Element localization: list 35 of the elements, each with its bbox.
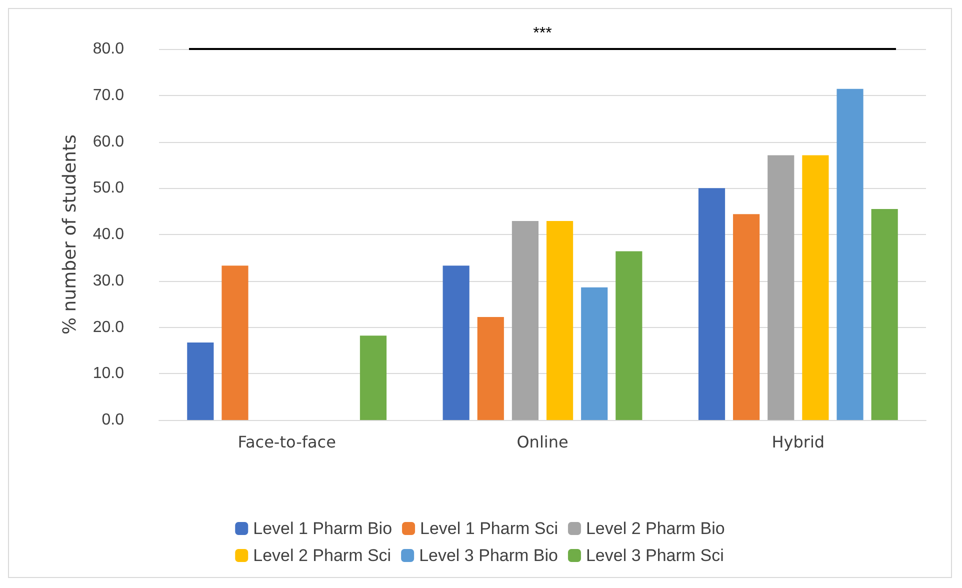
x-tick-label: Hybrid: [772, 432, 825, 452]
y-tick-label: 10.0: [92, 365, 124, 382]
bar: [768, 155, 794, 420]
x-tick-label: Face-to-face: [238, 432, 336, 452]
y-axis-title: % number of students: [60, 134, 80, 335]
bar: [733, 214, 760, 420]
y-tick-label: 0.0: [102, 412, 124, 428]
bar: [222, 266, 248, 420]
bar: [360, 336, 387, 420]
bar: [442, 266, 470, 420]
y-tick-label: 30.0: [92, 272, 124, 290]
y-tick-label: 60.0: [92, 133, 124, 150]
bar: [698, 188, 726, 420]
y-tick-label: 70.0: [92, 86, 124, 104]
legend-label: Level 1 Pharm Sci: [420, 519, 558, 538]
bar: [512, 221, 539, 420]
bar: [802, 155, 829, 420]
legend-label: Level 3 Pharm Bio: [419, 546, 558, 565]
x-tick-label: Online: [516, 432, 568, 452]
text: ***: [532, 25, 553, 43]
bar: [546, 221, 574, 420]
legend-label: Level 2 Pharm Bio: [586, 519, 725, 538]
y-tick-label: 20.0: [92, 318, 124, 336]
bar: [836, 88, 864, 420]
bar: [581, 287, 608, 420]
legend-label: Level 1 Pharm Bio: [253, 519, 392, 538]
y-tick-label: 80.0: [92, 40, 124, 58]
bar: [616, 251, 642, 420]
bar: [871, 208, 898, 420]
legend-label: Level 3 Pharm Sci: [586, 546, 724, 565]
legend-label: Level 2 Pharm Sci: [253, 546, 392, 565]
y-tick-label: 40.0: [92, 226, 124, 243]
bar: [187, 342, 214, 420]
y-tick-label: 50.0: [92, 180, 124, 197]
bar: [477, 317, 504, 420]
